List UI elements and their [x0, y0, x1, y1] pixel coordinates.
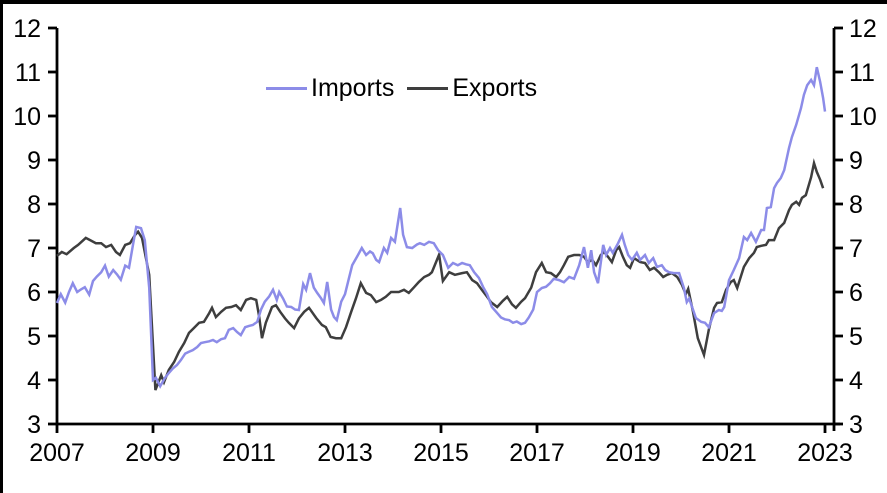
svg-text:9: 9: [849, 147, 863, 175]
svg-text:2009: 2009: [125, 439, 181, 467]
svg-text:7: 7: [849, 235, 863, 263]
exports-legend-label: Exports: [452, 73, 538, 102]
svg-text:2019: 2019: [605, 439, 661, 467]
svg-text:12: 12: [13, 15, 41, 43]
svg-text:4: 4: [27, 367, 41, 395]
svg-text:2015: 2015: [413, 439, 469, 467]
imports-legend-swatch: [266, 86, 307, 90]
svg-text:2013: 2013: [317, 439, 373, 467]
chart-legend: Imports Exports: [266, 74, 537, 102]
svg-text:2023: 2023: [797, 439, 853, 467]
svg-text:4: 4: [849, 367, 863, 395]
svg-text:10: 10: [13, 103, 41, 131]
svg-text:7: 7: [27, 235, 41, 263]
svg-text:11: 11: [849, 59, 875, 87]
svg-text:2007: 2007: [29, 439, 85, 467]
frame-border-left: [0, 0, 3, 493]
svg-text:2021: 2021: [701, 439, 757, 467]
series-line-imports: [55, 66, 827, 389]
series-line-exports: [56, 158, 825, 391]
exports-legend-swatch: [407, 86, 449, 90]
imports-legend-label: Imports: [311, 73, 395, 102]
svg-text:10: 10: [849, 103, 877, 131]
svg-text:3: 3: [27, 411, 41, 439]
svg-text:2017: 2017: [509, 439, 565, 467]
svg-text:6: 6: [849, 279, 863, 307]
svg-text:5: 5: [849, 323, 863, 351]
svg-text:2011: 2011: [222, 439, 276, 467]
svg-text:6: 6: [27, 279, 41, 307]
frame-border-top: [0, 0, 887, 4]
svg-text:11: 11: [15, 59, 41, 87]
svg-text:12: 12: [849, 15, 877, 43]
svg-text:3: 3: [849, 411, 863, 439]
svg-text:8: 8: [849, 191, 863, 219]
svg-text:9: 9: [27, 147, 41, 175]
svg-text:8: 8: [27, 191, 41, 219]
svg-text:5: 5: [27, 323, 41, 351]
